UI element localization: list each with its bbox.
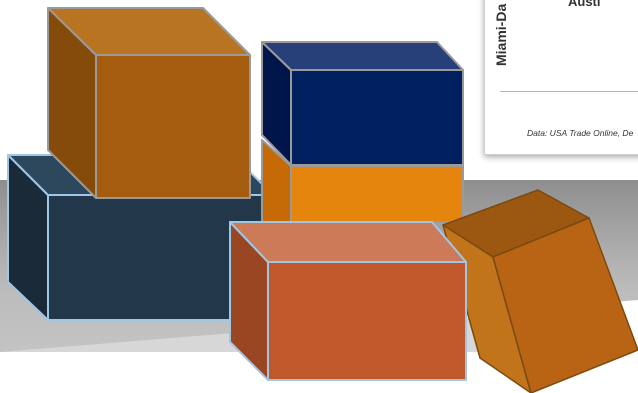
chart-divider bbox=[500, 91, 638, 92]
vertical-axis-label: Miami-Da bbox=[493, 3, 509, 66]
chart-card bbox=[484, 0, 638, 155]
city-label: Austi bbox=[568, 0, 601, 9]
source-note: Data: USA Trade Online, De bbox=[527, 128, 634, 138]
rust-box bbox=[229, 221, 467, 381]
orange-box bbox=[261, 139, 464, 223]
brown-box bbox=[47, 7, 251, 199]
navy-box bbox=[261, 41, 464, 166]
tilted-brown-box bbox=[442, 189, 638, 393]
